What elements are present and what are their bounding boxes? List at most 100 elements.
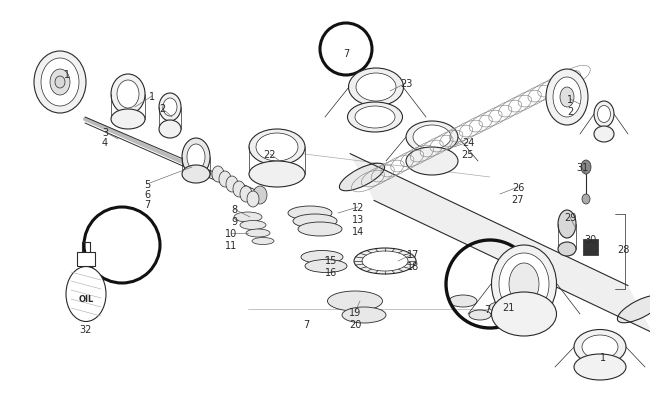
Text: 5: 5 — [144, 179, 150, 190]
Text: 3: 3 — [102, 128, 108, 138]
Ellipse shape — [233, 181, 245, 198]
Ellipse shape — [406, 122, 458, 153]
Text: 4: 4 — [102, 138, 108, 148]
Ellipse shape — [219, 172, 231, 188]
Ellipse shape — [582, 194, 590, 205]
Text: 7: 7 — [343, 49, 349, 59]
Text: 18: 18 — [407, 261, 419, 271]
Ellipse shape — [489, 302, 511, 312]
Ellipse shape — [249, 162, 305, 188]
Text: 13: 13 — [352, 215, 364, 224]
Ellipse shape — [234, 213, 262, 222]
Ellipse shape — [159, 121, 181, 139]
Ellipse shape — [34, 52, 86, 114]
Ellipse shape — [574, 354, 626, 380]
Text: 2: 2 — [159, 104, 165, 114]
Ellipse shape — [226, 177, 238, 192]
Polygon shape — [350, 154, 650, 333]
Ellipse shape — [618, 296, 650, 323]
Text: 25: 25 — [462, 149, 474, 160]
Text: 32: 32 — [80, 324, 92, 334]
Text: 15: 15 — [325, 256, 337, 265]
Ellipse shape — [187, 145, 205, 171]
Ellipse shape — [249, 130, 305, 166]
Ellipse shape — [362, 252, 408, 271]
Text: 10: 10 — [225, 228, 237, 239]
Text: 23: 23 — [400, 79, 412, 89]
Ellipse shape — [348, 69, 404, 107]
Ellipse shape — [406, 148, 458, 175]
Text: 24: 24 — [462, 138, 474, 148]
Text: 22: 22 — [264, 149, 276, 160]
Ellipse shape — [253, 187, 267, 205]
Text: 31: 31 — [576, 162, 588, 173]
Text: 19: 19 — [349, 307, 361, 317]
Ellipse shape — [182, 166, 210, 183]
Ellipse shape — [111, 75, 145, 115]
Ellipse shape — [356, 74, 396, 102]
Text: 1: 1 — [567, 95, 573, 105]
Ellipse shape — [339, 164, 385, 191]
Ellipse shape — [546, 70, 588, 126]
Ellipse shape — [499, 254, 549, 315]
Ellipse shape — [240, 187, 252, 202]
Ellipse shape — [293, 215, 337, 228]
Text: 17: 17 — [407, 249, 419, 259]
Ellipse shape — [491, 245, 556, 323]
Ellipse shape — [163, 99, 177, 117]
Polygon shape — [583, 239, 598, 256]
Text: 27: 27 — [512, 194, 525, 205]
Ellipse shape — [66, 267, 106, 322]
Text: 11: 11 — [225, 241, 237, 250]
Text: 8: 8 — [231, 205, 237, 215]
Ellipse shape — [305, 260, 347, 273]
Ellipse shape — [449, 295, 477, 307]
Text: 7: 7 — [484, 304, 490, 314]
Text: 16: 16 — [325, 267, 337, 277]
Ellipse shape — [240, 221, 266, 230]
Ellipse shape — [288, 207, 332, 220]
Ellipse shape — [159, 94, 181, 122]
Text: 26: 26 — [512, 183, 524, 192]
Ellipse shape — [212, 166, 224, 183]
Ellipse shape — [41, 59, 79, 107]
Text: 6: 6 — [144, 190, 150, 200]
Ellipse shape — [348, 103, 402, 133]
Ellipse shape — [355, 107, 395, 129]
Ellipse shape — [553, 78, 581, 118]
Text: 21: 21 — [502, 302, 514, 312]
Text: 1: 1 — [64, 70, 70, 80]
Ellipse shape — [491, 292, 556, 336]
Text: 1: 1 — [600, 352, 606, 362]
Ellipse shape — [582, 335, 618, 359]
Ellipse shape — [594, 127, 614, 143]
Ellipse shape — [50, 70, 70, 96]
Text: 30: 30 — [584, 234, 596, 244]
Ellipse shape — [558, 243, 576, 256]
Text: 2: 2 — [567, 107, 573, 117]
Ellipse shape — [597, 106, 610, 123]
Ellipse shape — [413, 126, 451, 149]
Text: 9: 9 — [231, 216, 237, 226]
Text: 29: 29 — [564, 213, 576, 222]
Ellipse shape — [117, 81, 139, 109]
Ellipse shape — [246, 230, 270, 237]
Ellipse shape — [560, 88, 574, 108]
Ellipse shape — [342, 307, 386, 323]
Text: 20: 20 — [349, 319, 361, 329]
Ellipse shape — [469, 310, 491, 320]
Text: 7: 7 — [303, 319, 309, 329]
Ellipse shape — [256, 134, 298, 162]
Text: 7: 7 — [144, 200, 150, 209]
Ellipse shape — [328, 291, 382, 311]
Text: 28: 28 — [617, 244, 629, 254]
Ellipse shape — [594, 102, 614, 128]
Ellipse shape — [574, 330, 626, 364]
Ellipse shape — [581, 161, 591, 175]
Ellipse shape — [252, 238, 274, 245]
Polygon shape — [77, 252, 95, 266]
Text: 12: 12 — [352, 202, 364, 213]
Ellipse shape — [354, 248, 416, 274]
Ellipse shape — [182, 139, 210, 177]
Text: OIL: OIL — [79, 295, 94, 304]
